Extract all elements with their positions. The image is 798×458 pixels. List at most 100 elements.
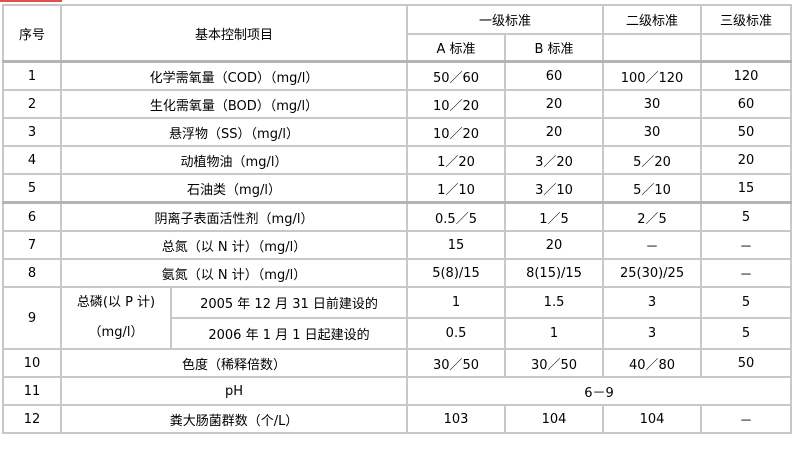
row-no: 7 (2, 230, 62, 260)
table-row: 1 化学需氧量（COD）（mg/l） 50／60 60 100／120 120 (2, 60, 793, 91)
row-item: 粪大肠菌群数（个/L） (59, 404, 409, 434)
grade1a-value: 10／20 (406, 117, 507, 147)
row-item: 阴离子表面活性剂（mg/l） (59, 201, 409, 232)
grade2-value: 104 (602, 404, 703, 434)
row-no: 1 (2, 60, 62, 91)
table-row: 3 悬浮物（SS）（mg/l） 10／20 20 30 50 (2, 117, 793, 147)
grade1b-value: 104 (504, 404, 605, 434)
table-row: 2006 年 1 月 1 日起建设的 0.5 1 3 5 (3, 317, 793, 350)
row-no: 3 (2, 117, 62, 147)
grade1a-value: 10／20 (406, 89, 507, 119)
grade1b-value: 20 (504, 230, 605, 260)
table-row: 5 石油类（mg/l） 1／10 3／10 5／10 15 (2, 173, 793, 204)
grade2-value: 25(30)/25 (602, 258, 703, 288)
grade3-value: 60 (700, 89, 793, 119)
grade3-value: 50 (700, 117, 793, 147)
grade3-value: － (700, 258, 793, 288)
row-item: 总磷(以 P 计) （mg/l） (60, 286, 172, 350)
row-item: 总氮（以 N 计）（mg/l） (59, 230, 409, 260)
row-item: 悬浮物（SS）（mg/l） (59, 117, 409, 147)
grade2-value: 30 (602, 117, 703, 147)
row-item: 色度（稀释倍数） (59, 348, 409, 378)
grade1a-value: 50／60 (406, 60, 507, 91)
row-item: 氨氮（以 N 计）（mg/l） (59, 258, 409, 288)
row-item: 生化需氧量（BOD）（mg/l） (59, 89, 409, 119)
row-no: 10 (2, 348, 62, 378)
grade1a-value: 1／10 (406, 173, 507, 204)
grade2-value: 2／5 (602, 201, 703, 232)
sub-item: 2006 年 1 月 1 日起建设的 (169, 317, 409, 350)
grade1b-value: 1.5 (504, 286, 605, 319)
grade1a-value: 103 (406, 404, 507, 434)
all-grades-value: 6－9 (406, 376, 793, 406)
grade2-value: 5／10 (602, 173, 703, 204)
grade2-value: 3 (602, 286, 703, 319)
grade1a-value: 1 (406, 286, 507, 319)
grade1b-value: 20 (504, 117, 605, 147)
grade3-value: 15 (700, 173, 793, 204)
table-row: 9 总磷(以 P 计) （mg/l） 2005 年 12 月 31 日前建设的 … (2, 286, 793, 350)
row-item: 化学需氧量（COD）（mg/l） (59, 60, 409, 91)
row-item: 动植物油（mg/l） (59, 145, 409, 175)
row-item: pH (59, 376, 409, 406)
row-no: 9 (2, 286, 62, 350)
row-no: 8 (2, 258, 62, 288)
row-no: 11 (2, 376, 62, 406)
grade2-value: 40／80 (602, 348, 703, 378)
row-no: 6 (2, 201, 62, 232)
grade1b-value: 1 (504, 317, 605, 350)
grade3-value: 120 (700, 60, 793, 91)
header-grade2: 二级标准 (602, 4, 703, 35)
grade1a-value: 15 (406, 230, 507, 260)
table-row: 10 色度（稀释倍数） 30／50 30／50 40／80 50 (2, 348, 793, 378)
grade3-value: － (700, 404, 793, 434)
grade2-value: 30 (602, 89, 703, 119)
row-no: 2 (2, 89, 62, 119)
grade2-value: 3 (602, 317, 703, 350)
table-row: 11 pH 6－9 (2, 376, 793, 406)
grade2-value: 100／120 (602, 60, 703, 91)
header-empty (700, 33, 793, 63)
grade3-value: － (700, 230, 793, 260)
sub-item: 2005 年 12 月 31 日前建设的 (169, 286, 409, 319)
grade1b-value: 8(15)/15 (504, 258, 605, 288)
table-row: 7 总氮（以 N 计）（mg/l） 15 20 －－ (2, 230, 793, 260)
grade1a-value: 0.5 (406, 317, 507, 350)
grade2-value: 5／20 (602, 145, 703, 175)
header-item: 基本控制项目 (59, 4, 409, 63)
row-item: 石油类（mg/l） (59, 173, 409, 204)
row-no: 12 (2, 404, 62, 434)
grade1a-value: 1／20 (406, 145, 507, 175)
grade3-value: 5 (700, 317, 793, 350)
table-row: 6 阴离子表面活性剂（mg/l） 0.5／5 1／5 2／5 5 (2, 201, 793, 232)
table-row: 4 动植物油（mg/l） 1／20 3／20 5／20 20 (2, 145, 793, 175)
header-empty (602, 33, 703, 63)
grade1a-value: 5(8)/15 (406, 258, 507, 288)
header-grade1: 一级标准 (406, 4, 605, 35)
row-no: 4 (2, 145, 62, 175)
header-seq: 序号 (2, 4, 62, 63)
grade1b-value: 3／20 (504, 145, 605, 175)
grade3-value: 50 (700, 348, 793, 378)
header-grade1b: B 标准 (504, 33, 605, 63)
grade1a-value: 0.5／5 (406, 201, 507, 232)
grade3-value: 20 (700, 145, 793, 175)
grade3-value: 5 (700, 286, 793, 319)
grade3-value: 5 (700, 201, 793, 232)
header-grade1a: A 标准 (406, 33, 507, 63)
grade1b-value: 1／5 (504, 201, 605, 232)
grade1b-value: 3／10 (504, 173, 605, 204)
row-item-line1: 总磷(以 P 计) (76, 295, 156, 310)
grade1b-value: 60 (504, 60, 605, 91)
table-row: 8 氨氮（以 N 计）（mg/l） 5(8)/15 8(15)/15 25(30)/25… (2, 258, 793, 288)
header-row: 序号 基本控制项目 一级标准 二级标准 三级标准 (2, 4, 793, 63)
red-marker (0, 0, 62, 2)
grade2-value: － (602, 230, 703, 260)
header-grade3: 三级标准 (700, 4, 793, 35)
grade1b-value: 20 (504, 89, 605, 119)
grade1a-value: 30／50 (406, 348, 507, 378)
row-item-line2: （mg/l） (88, 325, 144, 340)
table-row: 2 生化需氧量（BOD）（mg/l） 10／20 20 30 60 (2, 89, 793, 119)
row-no: 5 (2, 173, 62, 204)
grade1b-value: 30／50 (504, 348, 605, 378)
